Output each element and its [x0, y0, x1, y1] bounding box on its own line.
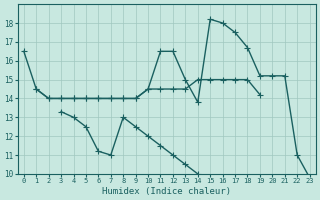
X-axis label: Humidex (Indice chaleur): Humidex (Indice chaleur)	[102, 187, 231, 196]
